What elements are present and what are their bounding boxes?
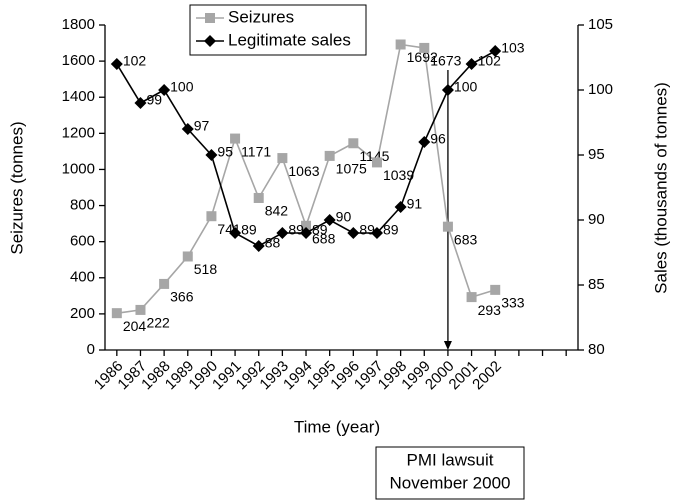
- annotation-text: November 2000: [390, 473, 511, 492]
- y-tick-label: 200: [70, 305, 95, 322]
- marker: [442, 221, 453, 232]
- marker: [158, 84, 171, 96]
- x-axis-label: Time (year): [294, 417, 380, 436]
- marker: [135, 304, 146, 315]
- y2-tick-label: 80: [588, 341, 605, 358]
- marker: [134, 97, 147, 109]
- y2-tick-label: 90: [588, 211, 605, 228]
- marker: [466, 292, 477, 303]
- data-label: 222: [146, 315, 170, 331]
- data-label: 103: [501, 40, 525, 56]
- marker: [111, 308, 122, 319]
- marker: [206, 211, 217, 222]
- marker: [371, 157, 382, 168]
- y2-tick-label: 100: [588, 81, 613, 98]
- data-label: 1171: [241, 143, 271, 159]
- data-label: 102: [123, 53, 147, 69]
- y-tick-label: 1800: [62, 16, 95, 33]
- data-label: 89: [241, 222, 257, 238]
- annotation-box: [375, 446, 525, 500]
- data-label: 89: [383, 222, 399, 238]
- legend-marker: [204, 35, 216, 47]
- marker: [418, 136, 431, 148]
- legend-marker: [205, 13, 215, 23]
- legend-label: Legitimate sales: [228, 30, 351, 49]
- y-tick-label: 1200: [62, 124, 95, 141]
- data-label: 89: [288, 222, 304, 238]
- marker: [276, 227, 289, 239]
- y-tick-label: 600: [70, 233, 95, 250]
- data-label: 842: [265, 203, 289, 219]
- marker: [182, 251, 193, 262]
- marker: [348, 138, 359, 149]
- marker: [229, 227, 242, 239]
- y2-axis-label: Sales (thousands of tonnes): [651, 82, 670, 294]
- marker: [301, 220, 312, 231]
- data-label: 102: [478, 53, 502, 69]
- marker: [347, 227, 360, 239]
- data-label: 88: [265, 235, 281, 251]
- data-label: 95: [217, 144, 233, 160]
- marker: [370, 227, 383, 239]
- data-label: 1039: [383, 167, 414, 183]
- data-label: 1145: [359, 148, 389, 164]
- marker: [300, 227, 313, 239]
- marker: [230, 133, 241, 144]
- legend-box: [189, 4, 367, 56]
- marker: [323, 214, 336, 226]
- marker: [110, 58, 123, 70]
- y-tick-label: 1000: [62, 160, 95, 177]
- data-label: 89: [359, 222, 375, 238]
- legend-label: Seizures: [228, 7, 294, 26]
- data-label: 96: [430, 131, 446, 147]
- data-label: 1692: [407, 49, 438, 65]
- data-label: 100: [170, 79, 194, 95]
- y2-tick-label: 95: [588, 146, 605, 163]
- data-label: 99: [146, 92, 162, 108]
- data-label: 333: [501, 295, 525, 311]
- data-label: 90: [336, 209, 352, 225]
- marker: [419, 42, 430, 53]
- marker: [159, 278, 170, 289]
- data-label: 366: [170, 289, 194, 305]
- marker: [205, 149, 218, 161]
- marker: [181, 123, 194, 135]
- data-label: 204: [123, 318, 147, 334]
- marker: [394, 201, 407, 213]
- data-label: 89: [312, 222, 328, 238]
- y2-tick-label: 85: [588, 276, 605, 293]
- marker: [395, 39, 406, 50]
- marker: [252, 240, 265, 252]
- marker: [324, 150, 335, 161]
- y-tick-label: 1400: [62, 88, 95, 105]
- data-label: 100: [454, 79, 478, 95]
- arrow-head: [443, 341, 452, 350]
- data-label: 97: [194, 118, 210, 134]
- y-tick-label: 400: [70, 269, 95, 286]
- marker: [277, 153, 288, 164]
- data-label: 293: [478, 302, 502, 318]
- data-label: 688: [312, 230, 336, 246]
- data-label: 1075: [336, 161, 367, 177]
- y-tick-label: 0: [87, 341, 95, 358]
- marker: [253, 192, 264, 203]
- data-label: 683: [454, 231, 478, 247]
- y-tick-label: 1600: [62, 52, 95, 69]
- data-label: 1063: [288, 163, 319, 179]
- marker: [441, 84, 454, 96]
- data-label: 518: [194, 261, 218, 277]
- marker: [489, 45, 502, 57]
- marker: [490, 284, 501, 295]
- data-label: 91: [407, 196, 423, 212]
- y-tick-label: 800: [70, 197, 95, 214]
- annotation-text: PMI lawsuit: [407, 450, 494, 469]
- x-tick-label: 2002: [469, 358, 505, 394]
- data-label: 1673: [430, 53, 461, 69]
- y-axis-label: Seizures (tonnes): [7, 121, 26, 254]
- y2-tick-label: 105: [588, 16, 613, 33]
- marker: [465, 58, 478, 70]
- legend: Seizures Legitimate sales: [189, 4, 367, 56]
